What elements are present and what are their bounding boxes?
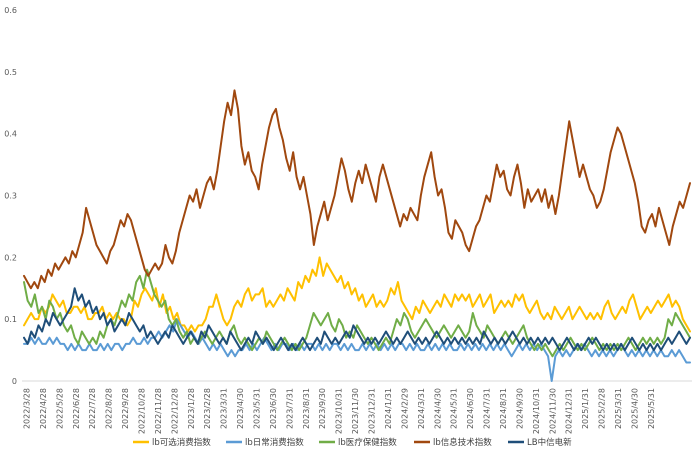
x-tick-label: 2022/4/28 [39,388,48,429]
y-tick-label: 0.5 [4,68,17,77]
x-tick-label: 2025/1/31 [581,388,590,429]
y-tick-label: 0.2 [4,253,17,262]
x-tick-label: 2022/5/28 [55,388,64,429]
x-axis: 2022/3/28 2022/4/28 2022/5/28 2022/6/28 2022… [22,380,692,434]
legend-label: lb日常消费指数 [245,437,304,448]
x-tick-label: 2024/1/31 [384,388,393,429]
x-tick-label: 2023/4/30 [236,388,245,429]
x-tick-label: 2023/6/30 [269,388,278,429]
x-tick-label: 2022/7/28 [88,388,97,429]
legend-item-5: LB中信电新 [508,437,572,448]
x-tick-label: 2023/7/31 [285,388,294,429]
x-tick-label: 2022/3/28 [23,388,32,429]
series-layer [23,89,691,382]
legend-label: lb信息技术指数 [433,437,492,448]
x-tick-label: 2024/8/31 [499,388,508,429]
x-tick-label: 2022/9/28 [121,388,130,429]
x-tick-label: 2022/10/28 [138,388,147,434]
x-tick-label: 2025/3/31 [614,388,623,429]
legend-item-1: lb可选消费指数 [133,437,211,448]
x-tick-label: 2023/5/31 [253,388,262,429]
x-tick-label: 2024/4/30 [433,388,442,429]
x-tick-label: 2024/6/30 [466,388,475,429]
legend-item-3: lb医疗保健指数 [319,437,397,448]
y-tick-label: 0 [12,377,17,386]
x-tick-label: 2023/9/30 [318,388,327,429]
x-tick-label: 2024/10/31 [532,388,541,434]
x-tick-label: 2023/3/31 [220,388,229,429]
x-tick-label: 2023/2/28 [203,388,212,429]
x-tick-label: 2024/11/30 [548,388,557,434]
x-tick-label: 2024/2/29 [400,388,409,429]
x-tick-label: 2022/6/28 [72,388,81,429]
x-tick-label: 2025/4/30 [630,388,639,429]
series-line-5 [23,287,691,352]
x-tick-label: 2022/11/28 [154,388,163,434]
series-line-1 [23,256,691,333]
x-tick-label: 2022/12/28 [170,388,179,434]
legend-label: lb可选消费指数 [152,437,211,448]
legend: lb可选消费指数 lb日常消费指数 lb医疗保健指数 lb信息技术指数 LB中信电新 [133,437,572,448]
legend-label: LB中信电新 [527,437,572,448]
series-line-4 [23,89,691,290]
x-tick-label: 2025/2/28 [598,388,607,429]
x-tick-label: 2023/1/28 [187,388,196,429]
y-tick-label: 0.4 [4,130,17,139]
x-tick-label: 2024/9/30 [515,388,524,429]
legend-label: lb医疗保健指数 [338,437,397,448]
x-tick-label: 2024/12/31 [565,388,574,434]
x-tick-label: 2023/11/30 [351,388,360,434]
y-tick-label: 0.6 [4,6,17,15]
x-tick-label: 2023/12/31 [368,388,377,434]
x-tick-label: 2024/3/31 [417,388,426,429]
x-tick-label: 2024/5/31 [450,388,459,429]
y-axis: 0 0.1 0.2 0.3 0.4 0.5 0.6 [4,6,17,386]
legend-item-4: lb信息技术指数 [414,437,492,448]
x-tick-label: 2023/10/31 [335,388,344,434]
y-tick-label: 0.1 [4,315,17,324]
series-line-3 [23,268,691,358]
x-tick-label: 2024/7/31 [483,388,492,429]
x-tick-label: 2025/5/31 [647,388,656,429]
x-tick-label: 2022/8/28 [105,388,114,429]
legend-item-2: lb日常消费指数 [226,437,304,448]
x-tick-label: 2023/8/31 [302,388,311,429]
y-tick-label: 0.3 [4,192,17,201]
